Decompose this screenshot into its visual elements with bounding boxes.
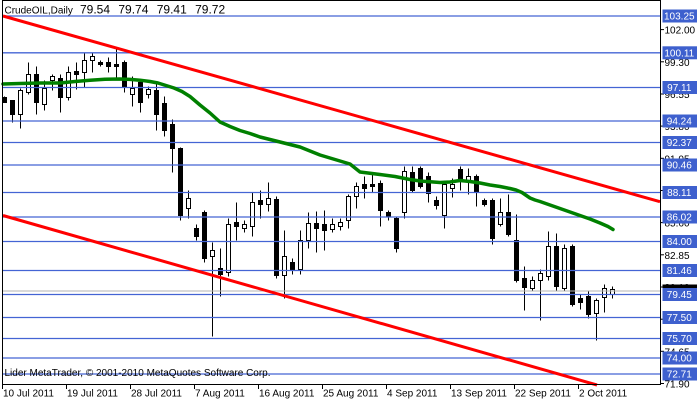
svg-text:103.25: 103.25: [664, 12, 695, 23]
svg-text:84.00: 84.00: [667, 237, 692, 248]
svg-text:96.55: 96.55: [665, 90, 690, 101]
svg-text:25 Aug 2011: 25 Aug 2011: [323, 388, 379, 399]
svg-text:86.02: 86.02: [667, 213, 692, 224]
svg-text:92.37: 92.37: [667, 138, 692, 149]
svg-text:99.30: 99.30: [665, 58, 690, 69]
svg-text:4 Sep 2011: 4 Sep 2011: [387, 388, 438, 399]
svg-text:90.46: 90.46: [667, 161, 692, 172]
svg-text:85.60: 85.60: [665, 219, 690, 230]
svg-text:16 Aug 2011: 16 Aug 2011: [259, 388, 315, 399]
svg-text:2 Oct 2011: 2 Oct 2011: [579, 388, 628, 399]
svg-text:94.24: 94.24: [667, 117, 692, 128]
svg-text:72.71: 72.71: [667, 370, 692, 381]
svg-text:81.46: 81.46: [667, 266, 692, 277]
svg-text:13 Sep 2011: 13 Sep 2011: [451, 388, 507, 399]
svg-text:79.45: 79.45: [667, 290, 692, 301]
svg-text:79.54 79.74 79.41 79.72: 79.54 79.74 79.41 79.72: [80, 3, 225, 17]
svg-text:22 Sep 2011: 22 Sep 2011: [515, 388, 571, 399]
svg-text:77.50: 77.50: [667, 313, 692, 324]
svg-text:19 Jul 2011: 19 Jul 2011: [67, 388, 118, 399]
svg-text:75.70: 75.70: [667, 334, 692, 345]
svg-text:74.00: 74.00: [667, 354, 692, 365]
svg-text:7 Aug 2011: 7 Aug 2011: [195, 388, 245, 399]
svg-text:28 Jul 2011: 28 Jul 2011: [131, 388, 182, 399]
svg-text:CrudeOIL,Daily: CrudeOIL,Daily: [5, 6, 73, 17]
svg-text:88.11: 88.11: [667, 188, 692, 199]
svg-text:100.11: 100.11: [664, 48, 694, 59]
svg-text:93.80: 93.80: [665, 122, 690, 133]
svg-text:71.90: 71.90: [665, 380, 690, 391]
svg-text:97.11: 97.11: [667, 83, 692, 94]
svg-text:Lider MetaTrader, © 2001-2010: Lider MetaTrader, © 2001-2010 MetaQuotes…: [5, 368, 271, 379]
svg-text:102.00: 102.00: [665, 26, 696, 37]
svg-text:82.85: 82.85: [665, 251, 690, 262]
svg-text:10 Jul 2011: 10 Jul 2011: [3, 388, 54, 399]
